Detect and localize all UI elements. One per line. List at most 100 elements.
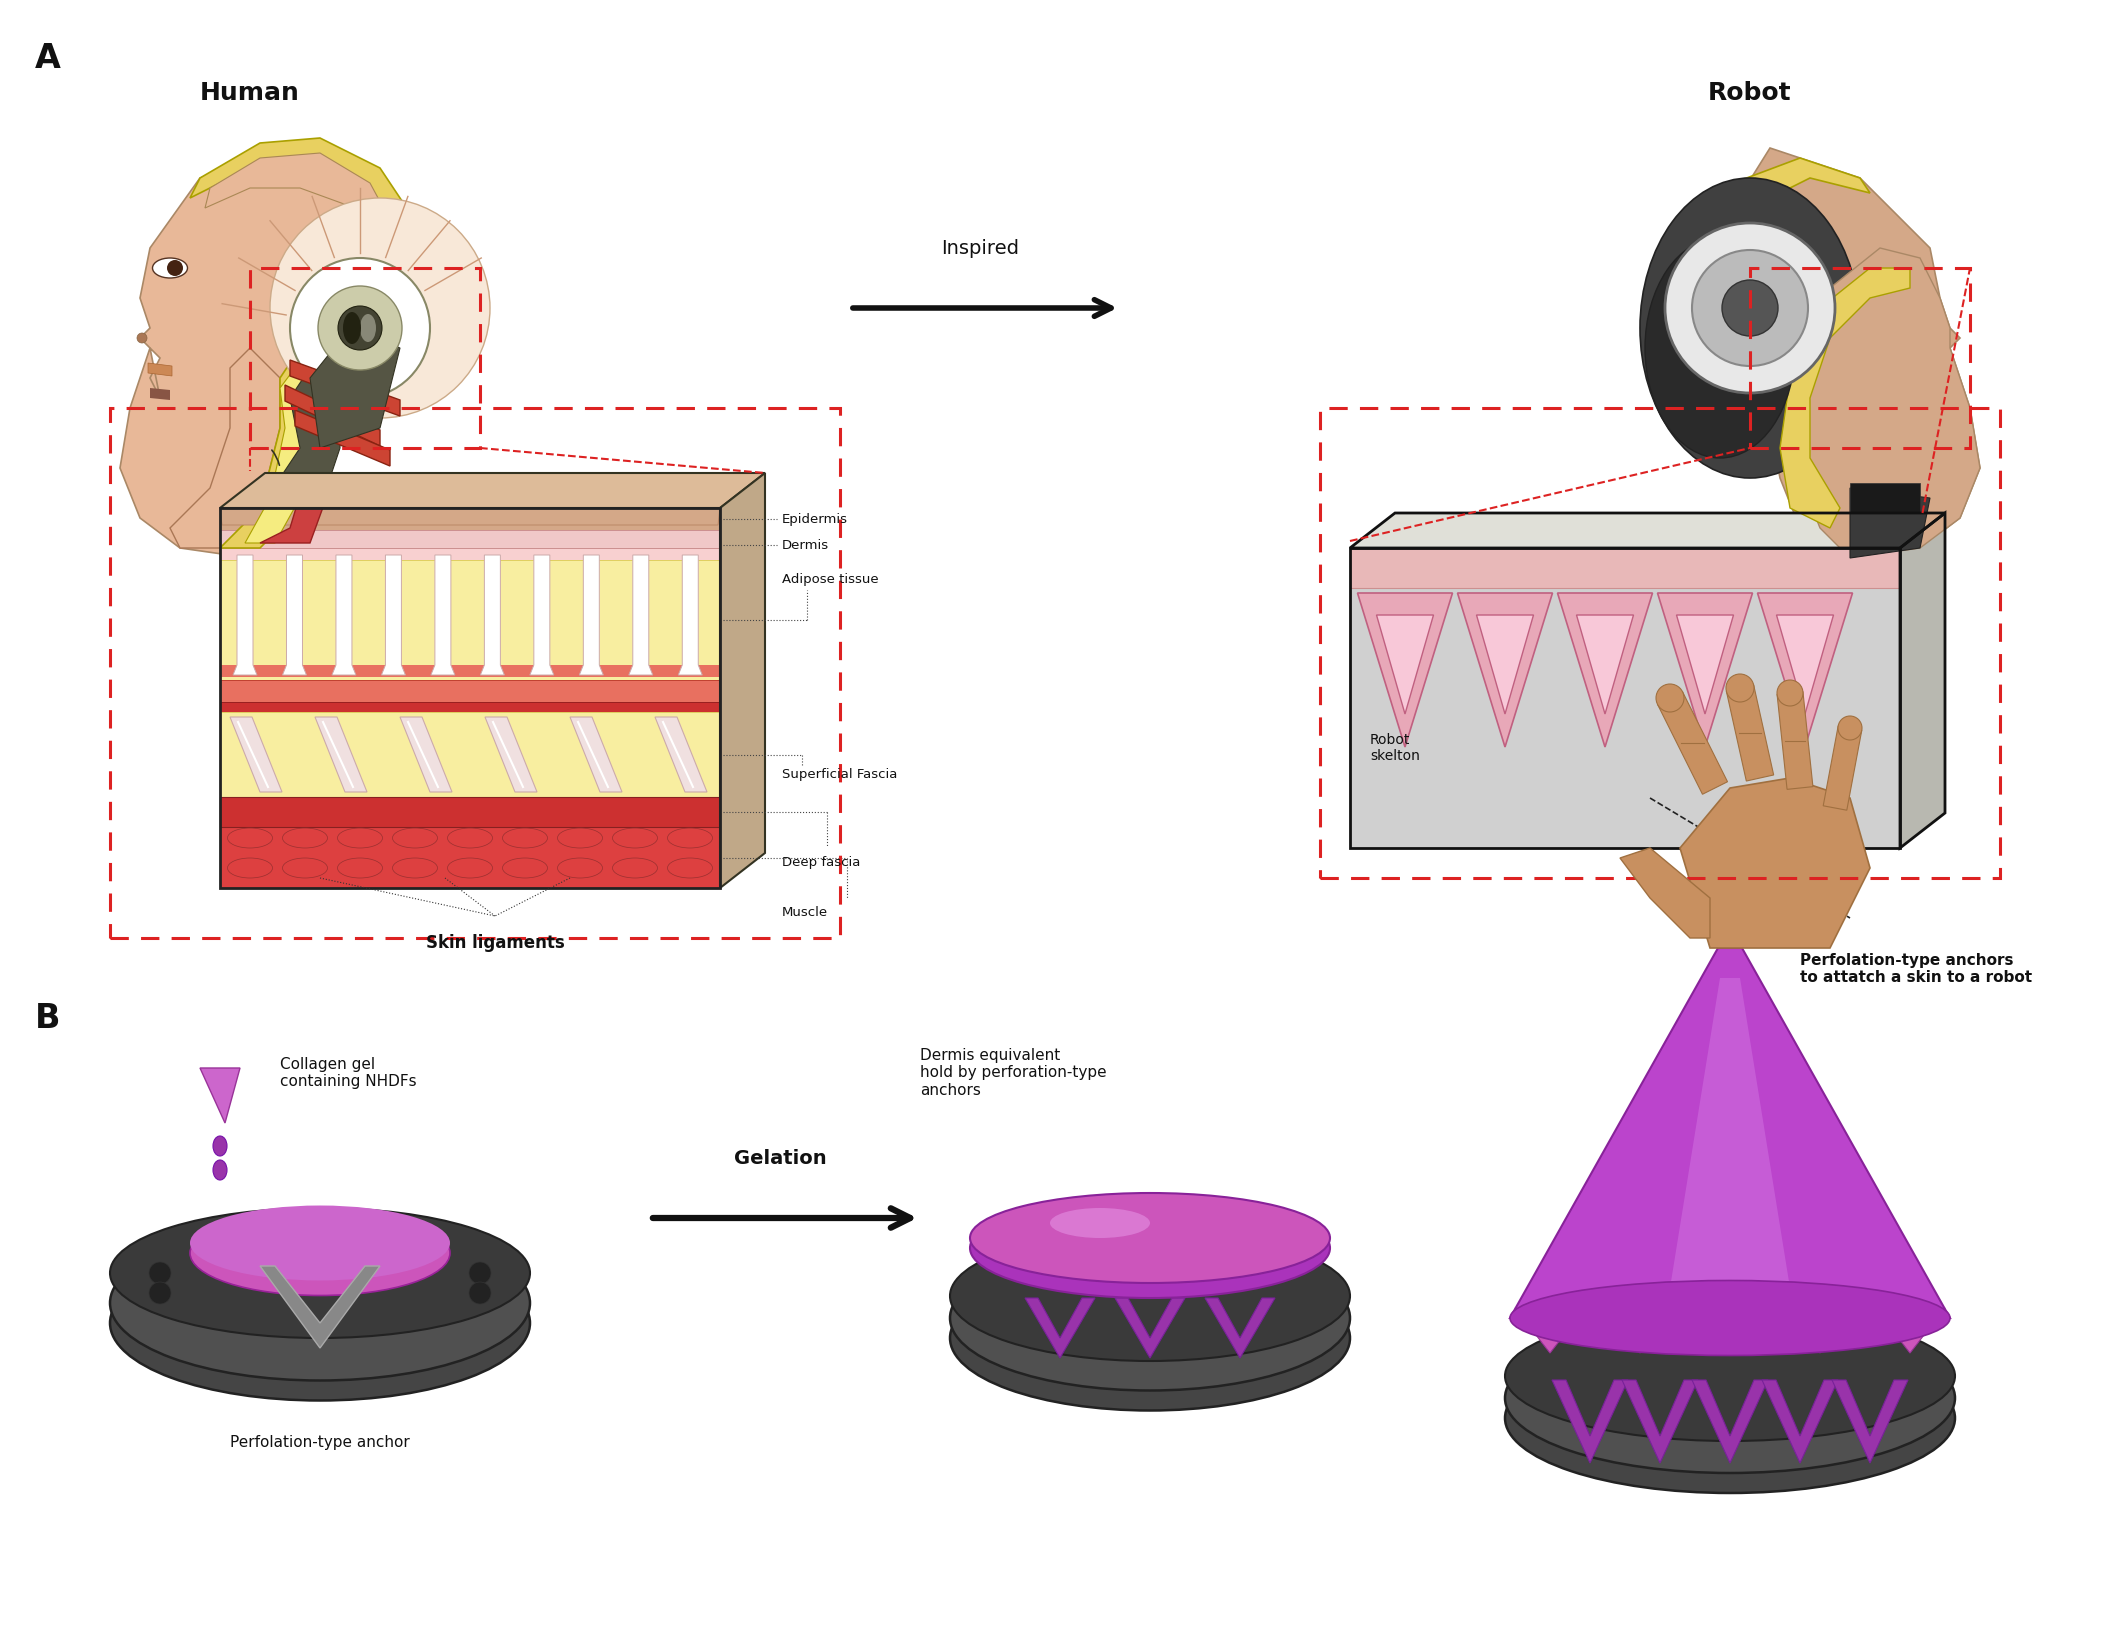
- Polygon shape: [190, 138, 440, 397]
- Bar: [251, 269, 480, 448]
- Circle shape: [470, 1281, 491, 1304]
- Polygon shape: [150, 387, 171, 400]
- Circle shape: [1665, 223, 1835, 392]
- Polygon shape: [219, 827, 721, 887]
- Polygon shape: [219, 549, 721, 560]
- Ellipse shape: [1504, 1324, 1955, 1473]
- Circle shape: [1726, 674, 1753, 702]
- Bar: [1751, 269, 1970, 448]
- Polygon shape: [244, 368, 310, 544]
- Polygon shape: [219, 508, 721, 524]
- Ellipse shape: [668, 829, 712, 848]
- Ellipse shape: [1504, 1311, 1955, 1441]
- Polygon shape: [1823, 726, 1863, 811]
- Polygon shape: [1357, 593, 1452, 747]
- Polygon shape: [1115, 1298, 1184, 1358]
- Text: Perfolation-type anchors
to attatch a skin to a robot: Perfolation-type anchors to attatch a sk…: [1799, 952, 2031, 985]
- Polygon shape: [1671, 978, 1791, 1288]
- Circle shape: [1721, 280, 1778, 335]
- Ellipse shape: [282, 858, 327, 877]
- Ellipse shape: [1646, 238, 1795, 457]
- Polygon shape: [219, 702, 721, 711]
- Ellipse shape: [1511, 1281, 1949, 1356]
- Ellipse shape: [320, 321, 350, 376]
- Polygon shape: [282, 555, 306, 676]
- Text: Superficial Fascia: Superficial Fascia: [782, 768, 898, 781]
- Text: Adipose tissue: Adipose tissue: [782, 573, 879, 586]
- Text: Perfolation-type anchor: Perfolation-type anchor: [230, 1436, 411, 1451]
- Text: Dermis: Dermis: [782, 539, 830, 552]
- Ellipse shape: [392, 858, 438, 877]
- Polygon shape: [1757, 593, 1852, 747]
- Ellipse shape: [213, 1136, 228, 1156]
- Polygon shape: [200, 1068, 240, 1123]
- Polygon shape: [678, 555, 702, 676]
- Ellipse shape: [228, 858, 272, 877]
- Ellipse shape: [110, 1226, 531, 1381]
- Ellipse shape: [950, 1231, 1351, 1361]
- Polygon shape: [295, 410, 390, 466]
- Polygon shape: [1351, 549, 1901, 588]
- Polygon shape: [485, 716, 537, 791]
- Polygon shape: [1677, 615, 1734, 715]
- Ellipse shape: [969, 1193, 1330, 1283]
- Bar: [219, 508, 721, 887]
- Polygon shape: [1650, 158, 1871, 378]
- Circle shape: [270, 199, 491, 418]
- Ellipse shape: [213, 1161, 228, 1180]
- Ellipse shape: [969, 1198, 1330, 1298]
- Ellipse shape: [501, 829, 548, 848]
- Text: B: B: [36, 1001, 61, 1034]
- Polygon shape: [529, 555, 554, 676]
- Polygon shape: [1511, 947, 1949, 1319]
- Polygon shape: [1761, 1381, 1837, 1464]
- Polygon shape: [1780, 269, 1911, 527]
- Polygon shape: [1553, 1381, 1629, 1464]
- Bar: [110, 409, 841, 938]
- Polygon shape: [219, 560, 721, 681]
- Polygon shape: [1850, 484, 1919, 513]
- Ellipse shape: [228, 829, 272, 848]
- Text: Skin ligaments: Skin ligaments: [426, 934, 565, 952]
- Circle shape: [318, 287, 402, 370]
- Polygon shape: [628, 555, 653, 676]
- Ellipse shape: [558, 858, 603, 877]
- Polygon shape: [204, 153, 419, 378]
- Text: Muscle: Muscle: [782, 907, 828, 918]
- Text: Collagen gel
containing NHDFs: Collagen gel containing NHDFs: [280, 1057, 417, 1089]
- Polygon shape: [259, 387, 331, 544]
- Circle shape: [470, 1262, 491, 1284]
- Circle shape: [150, 1281, 171, 1304]
- Polygon shape: [1024, 1298, 1096, 1358]
- Ellipse shape: [613, 829, 657, 848]
- Polygon shape: [1205, 1298, 1275, 1358]
- Polygon shape: [480, 555, 504, 676]
- Text: Robot: Robot: [1709, 81, 1791, 104]
- Ellipse shape: [337, 829, 383, 848]
- Polygon shape: [1726, 685, 1774, 781]
- Polygon shape: [1791, 247, 1981, 558]
- Ellipse shape: [1504, 1343, 1955, 1493]
- Polygon shape: [432, 555, 455, 676]
- Ellipse shape: [282, 829, 327, 848]
- Ellipse shape: [337, 858, 383, 877]
- Polygon shape: [147, 363, 173, 376]
- Polygon shape: [219, 711, 721, 798]
- Ellipse shape: [110, 1208, 531, 1338]
- Ellipse shape: [558, 829, 603, 848]
- Polygon shape: [381, 555, 405, 676]
- Polygon shape: [219, 474, 765, 508]
- Polygon shape: [1620, 848, 1711, 938]
- Circle shape: [137, 334, 147, 344]
- Polygon shape: [1576, 615, 1633, 715]
- Polygon shape: [1719, 148, 1981, 558]
- Polygon shape: [1679, 778, 1871, 947]
- Ellipse shape: [1639, 177, 1860, 479]
- Text: Robot
skelton: Robot skelton: [1370, 733, 1420, 764]
- Polygon shape: [120, 148, 379, 558]
- Polygon shape: [721, 474, 765, 887]
- Ellipse shape: [447, 858, 493, 877]
- Polygon shape: [310, 327, 400, 448]
- Polygon shape: [219, 348, 320, 549]
- Circle shape: [1656, 684, 1683, 711]
